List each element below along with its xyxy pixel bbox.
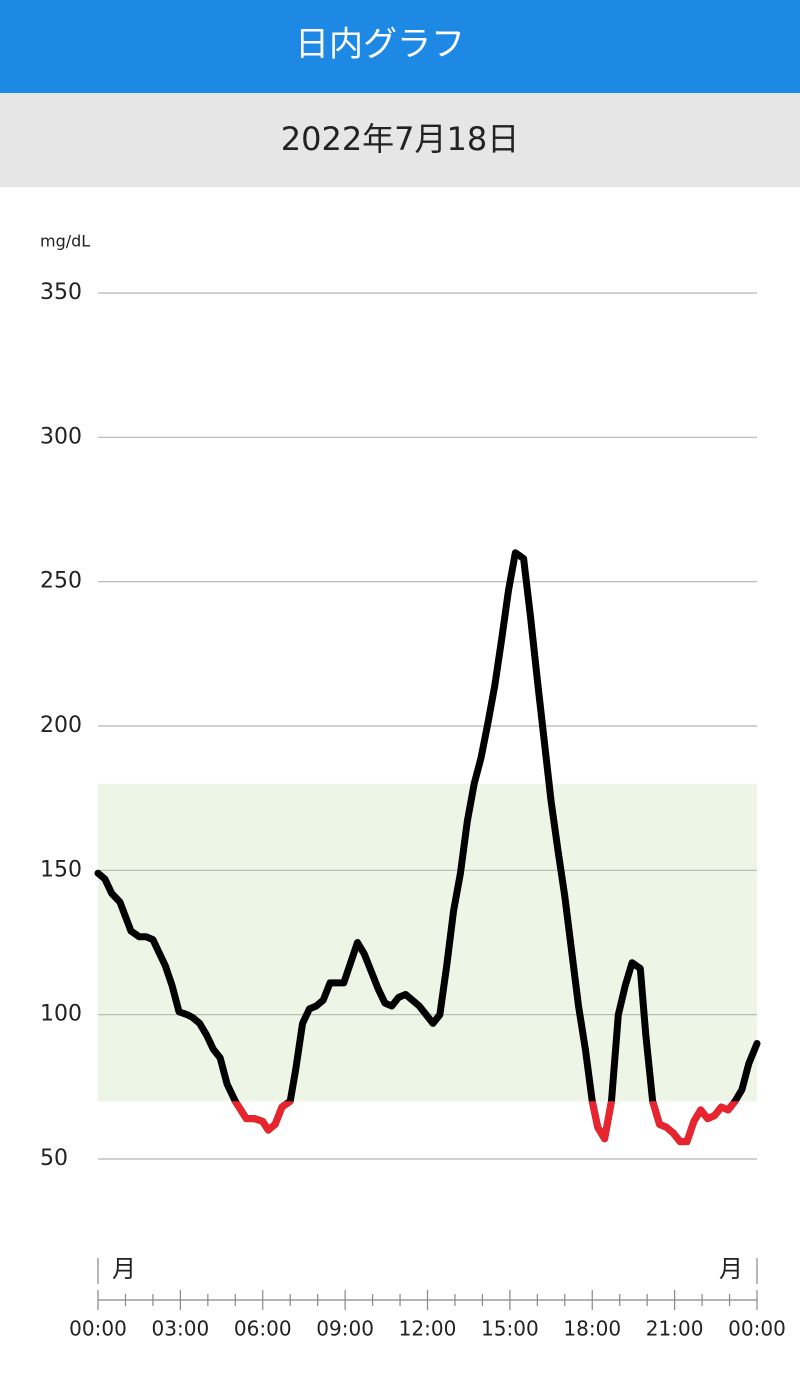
y-tick-label: 200 (40, 713, 82, 738)
x-tick-label: 18:00 (563, 1317, 621, 1341)
x-tick-label: 00:00 (69, 1317, 127, 1341)
y-tick-label: 250 (40, 569, 82, 594)
x-tick-label: 09:00 (316, 1317, 374, 1341)
day-label: 月 (719, 1255, 743, 1283)
y-axis-label: mg/dL (40, 232, 90, 251)
x-tick-label: 12:00 (399, 1317, 457, 1341)
app-bar (0, 0, 800, 93)
date-bar (0, 93, 800, 187)
y-tick-label: 350 (40, 280, 82, 305)
x-tick-label: 15:00 (481, 1317, 539, 1341)
x-tick-label: 00:00 (728, 1317, 786, 1341)
glucose-line (94, 549, 761, 1146)
day-label: 月 (112, 1255, 136, 1283)
x-tick-label: 06:00 (234, 1317, 292, 1341)
y-tick-label: 150 (40, 857, 82, 882)
screen-title: 日内グラフ (295, 25, 465, 65)
y-tick-label: 50 (40, 1146, 68, 1171)
x-tick-label: 03:00 (152, 1317, 210, 1341)
y-tick-label: 100 (40, 1002, 82, 1027)
date-label[interactable]: 2022年7月18日 (281, 120, 520, 158)
target-range (98, 783, 757, 1102)
y-tick-label: 300 (40, 424, 82, 449)
x-tick-label: 21:00 (646, 1317, 704, 1341)
plot: 50 100 150 200 250 300 350 00:00 03:00 06:00 09:00… (40, 280, 786, 1341)
